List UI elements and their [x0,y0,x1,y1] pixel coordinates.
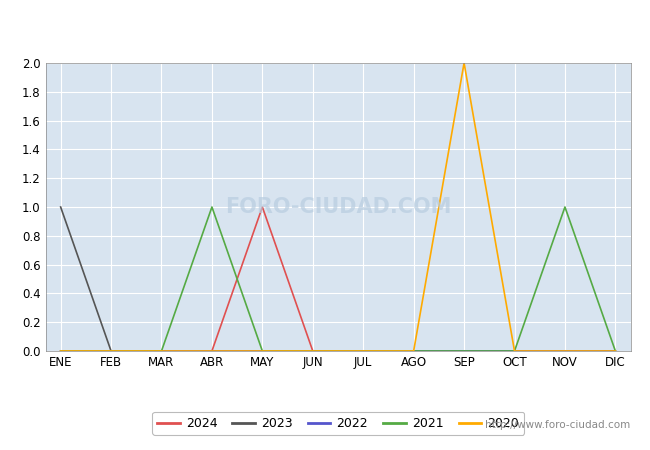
Legend: 2024, 2023, 2022, 2021, 2020: 2024, 2023, 2022, 2021, 2020 [152,412,524,435]
Text: http://www.foro-ciudad.com: http://www.foro-ciudad.com [486,420,630,430]
Text: Matriculaciones de Vehiculos en Torralba de Ribota: Matriculaciones de Vehiculos en Torralba… [138,13,512,28]
Text: FORO-CIUDAD.COM: FORO-CIUDAD.COM [225,197,451,217]
